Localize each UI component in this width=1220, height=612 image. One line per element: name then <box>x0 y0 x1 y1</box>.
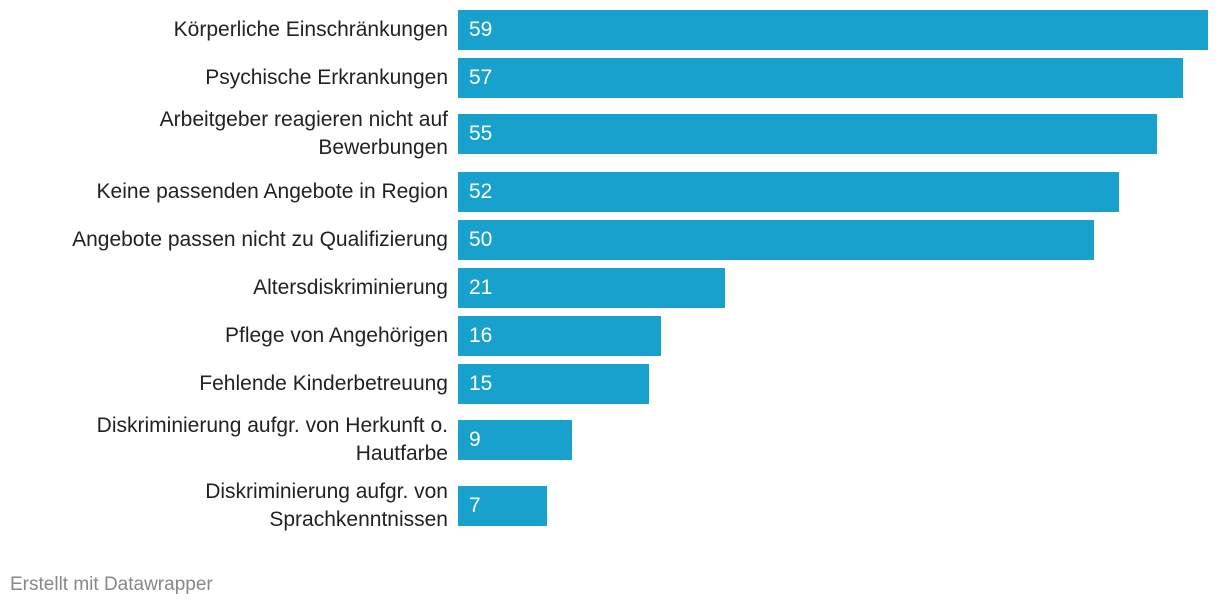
value-label: 9 <box>469 428 481 451</box>
bar-row: Fehlende Kinderbetreuung 15 <box>0 364 1220 404</box>
bar: 52 <box>458 172 1120 212</box>
category-label: Pflege von Angehörigen <box>224 324 448 347</box>
value-label: 7 <box>469 494 481 517</box>
bar-row: Psychische Erkrankungen 57 <box>0 58 1220 98</box>
bar: 9 <box>458 420 573 460</box>
category-label: Körperliche Einschränkungen <box>173 18 448 41</box>
value-label: 55 <box>469 122 493 145</box>
bar-row: Keine passenden Angebote in Region 52 <box>0 172 1220 212</box>
value-label: 57 <box>469 66 493 89</box>
value-label: 52 <box>469 180 493 203</box>
bar: 50 <box>458 220 1094 260</box>
bar-row: Altersdiskriminierung 21 <box>0 268 1220 308</box>
category-label: Angebote passen nicht zu Qualifizierung <box>72 228 448 251</box>
category-label: Altersdiskriminierung <box>253 276 448 299</box>
bar: 16 <box>458 316 662 356</box>
bar: 15 <box>458 364 649 404</box>
value-label: 59 <box>469 18 493 41</box>
value-label: 21 <box>469 276 493 299</box>
bar-row: Diskriminierung aufgr. von Herkunft o. H… <box>0 414 1220 465</box>
bar: 7 <box>458 486 547 526</box>
bar-row: Angebote passen nicht zu Qualifizierung 5… <box>0 220 1220 260</box>
value-label: 15 <box>469 372 493 395</box>
bar: 55 <box>458 114 1158 154</box>
credit-footer: Erstellt mit Datawrapper <box>10 574 213 595</box>
bar-row: Arbeitgeber reagieren nicht auf Bewerbun… <box>0 108 1220 159</box>
value-label: 16 <box>469 324 493 347</box>
category-label: Fehlende Kinderbetreuung <box>199 372 448 395</box>
category-label: Arbeitgeber reagieren nicht auf Bewerbun… <box>159 108 448 159</box>
category-label: Keine passenden Angebote in Region <box>96 180 448 203</box>
value-label: 50 <box>469 228 493 251</box>
bar-row: Körperliche Einschränkungen 59 <box>0 10 1220 50</box>
bar: 59 <box>458 10 1208 50</box>
bar: 21 <box>458 268 725 308</box>
bar-row: Diskriminierung aufgr. von Sprachkenntni… <box>0 480 1220 531</box>
category-label: Diskriminierung aufgr. von Sprachkenntni… <box>205 480 448 531</box>
bar-row: Pflege von Angehörigen 16 <box>0 316 1220 356</box>
category-label: Diskriminierung aufgr. von Herkunft o. H… <box>96 414 448 465</box>
bar: 57 <box>458 58 1183 98</box>
category-label: Psychische Erkrankungen <box>205 66 448 89</box>
